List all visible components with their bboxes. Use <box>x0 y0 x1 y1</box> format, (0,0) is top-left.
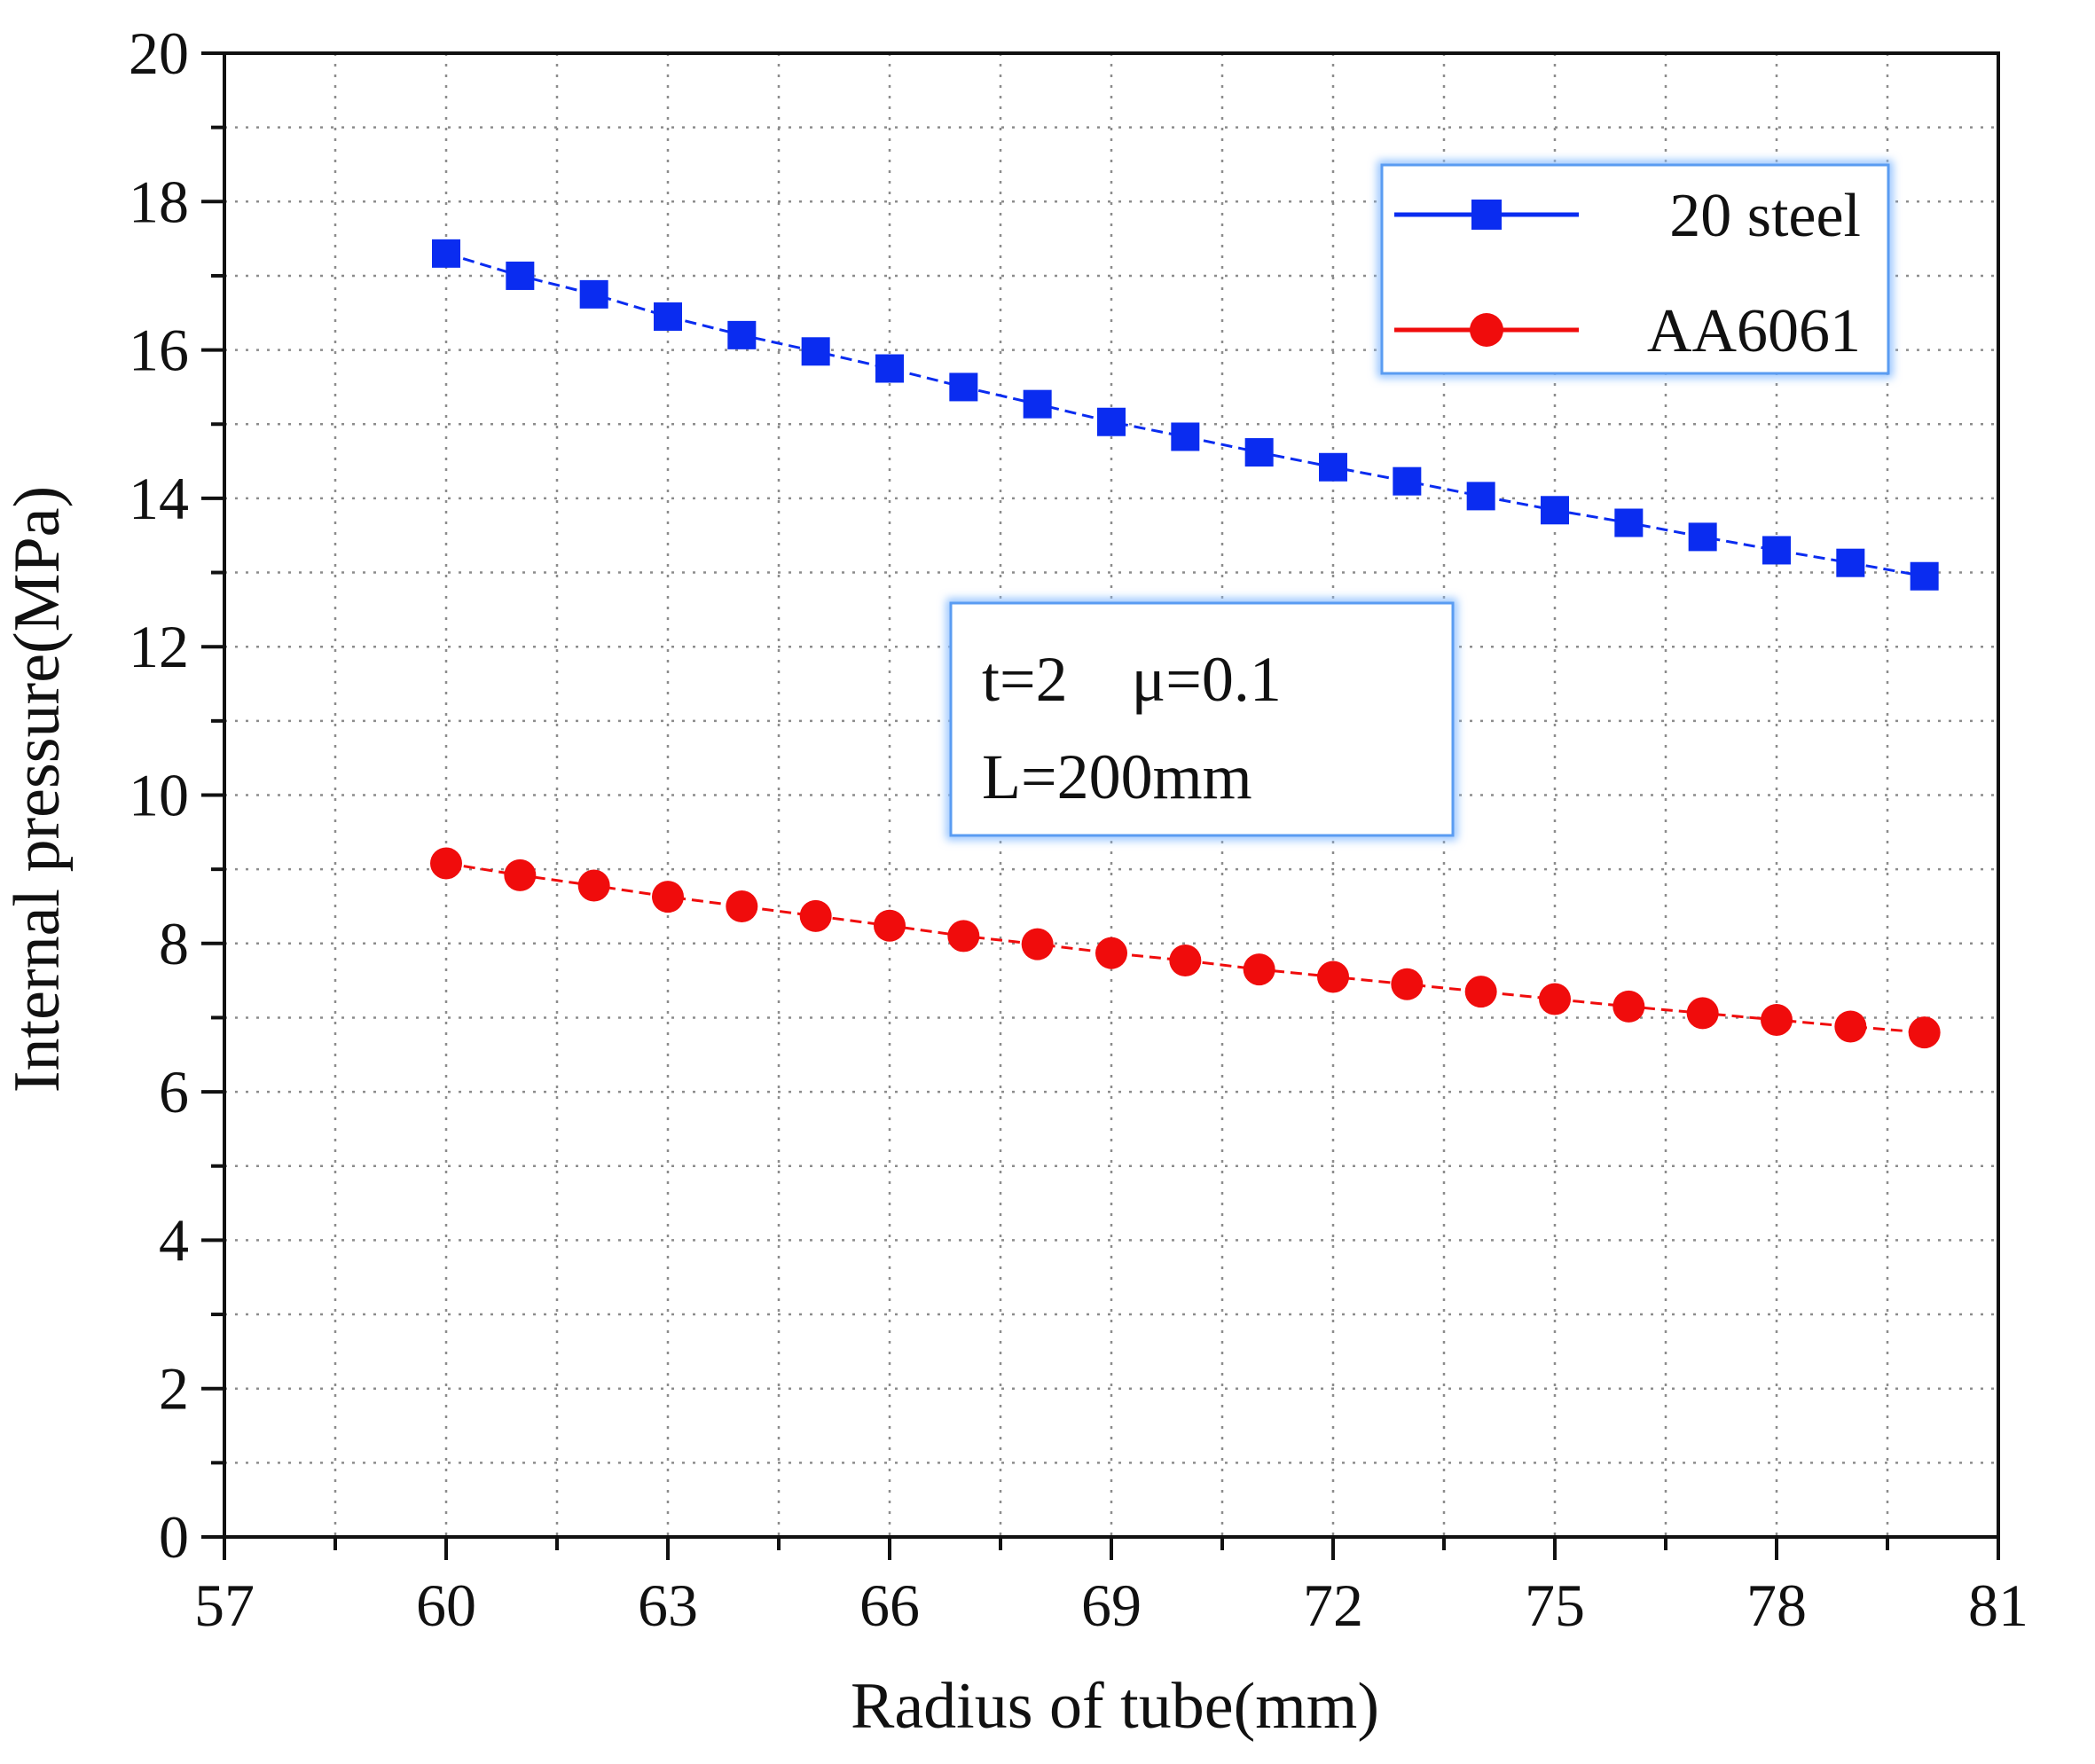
y-tick-label: 10 <box>129 762 189 829</box>
x-tick-label: 75 <box>1525 1572 1585 1639</box>
data-point-square <box>1836 548 1865 577</box>
data-point-circle <box>1612 990 1645 1023</box>
x-tick-label: 78 <box>1746 1572 1807 1639</box>
data-point-circle <box>1908 1016 1941 1049</box>
data-point-square <box>727 320 757 349</box>
x-axis-title: Radius of tube(mm) <box>851 1670 1379 1743</box>
ticks <box>201 51 2000 1560</box>
y-tick-label: 0 <box>159 1503 189 1571</box>
x-tick-label: 63 <box>638 1572 698 1639</box>
data-point-square <box>801 337 830 366</box>
data-point-circle <box>947 920 980 953</box>
annotation-line-2: L=200mm <box>982 741 1252 812</box>
data-point-circle <box>1834 1010 1867 1043</box>
x-tick-label: 66 <box>859 1572 920 1639</box>
data-point-circle <box>652 881 684 913</box>
x-tick-label: 69 <box>1081 1572 1142 1639</box>
data-point-circle <box>430 847 462 880</box>
data-point-circle <box>1169 945 1202 977</box>
data-point-circle <box>577 869 610 902</box>
annotation-line-1: t=2 μ=0.1 <box>982 644 1282 715</box>
data-point-square <box>1910 561 1939 591</box>
data-point-circle <box>1686 997 1719 1030</box>
y-tick-label: 12 <box>129 613 189 680</box>
data-point-circle <box>1464 976 1497 1008</box>
data-point-square <box>1393 466 1422 496</box>
y-axis-title: Internal pressure(MPa) <box>1 486 74 1093</box>
data-point-circle <box>1539 983 1571 1015</box>
legend: 20 steel AA6061 <box>1377 161 1893 378</box>
y-tick-label: 14 <box>129 465 189 532</box>
data-point-square <box>1244 438 1274 467</box>
y-tick-label: 6 <box>159 1058 189 1125</box>
annotation-box: t=2 μ=0.1 L=200mm <box>946 599 1457 840</box>
y-tick-label: 4 <box>159 1206 189 1274</box>
data-point-circle <box>874 909 906 942</box>
data-point-circle <box>1317 960 1349 993</box>
data-point-circle <box>1021 928 1054 960</box>
data-point-square <box>1688 522 1717 552</box>
series-layer <box>430 239 1941 1049</box>
y-tick-label: 8 <box>159 910 189 977</box>
data-point-square <box>949 372 978 402</box>
y-tick-label: 18 <box>129 168 189 235</box>
data-point-square <box>654 302 682 331</box>
data-point-square <box>1762 536 1791 565</box>
data-point-square <box>1097 407 1126 436</box>
data-point-circle <box>1761 1003 1793 1036</box>
data-point-square <box>1541 496 1569 525</box>
data-point-square <box>579 279 608 309</box>
x-tick-label: 57 <box>194 1572 255 1639</box>
y-tick-label: 2 <box>159 1355 189 1423</box>
data-point-square <box>432 239 460 268</box>
data-point-circle <box>726 890 758 922</box>
data-point-square <box>875 354 904 383</box>
series-line-1 <box>445 252 1925 578</box>
legend-label-2: AA6061 <box>1647 297 1861 365</box>
x-tick-label: 81 <box>1968 1572 2028 1639</box>
data-point-circle <box>1243 953 1275 986</box>
data-point-square <box>1466 482 1495 511</box>
data-point-square <box>1171 422 1200 451</box>
data-point-square <box>1319 452 1347 482</box>
legend-label-1: 20 steel <box>1669 182 1861 250</box>
legend-marker-circle <box>1470 313 1503 347</box>
y-tick-label: 16 <box>129 317 189 384</box>
data-point-circle <box>1391 968 1424 1000</box>
legend-marker-square <box>1471 200 1502 230</box>
data-point-square <box>1614 508 1644 537</box>
data-point-square <box>1023 389 1052 419</box>
legend-box <box>1380 163 1890 375</box>
x-tick-label: 60 <box>416 1572 476 1639</box>
data-point-circle <box>799 899 832 932</box>
grid <box>224 53 1998 1537</box>
data-point-circle <box>504 858 537 891</box>
data-point-square <box>506 261 535 290</box>
data-point-circle <box>1095 937 1127 969</box>
x-tick-label: 72 <box>1303 1572 1363 1639</box>
y-tick-label: 20 <box>129 20 189 87</box>
